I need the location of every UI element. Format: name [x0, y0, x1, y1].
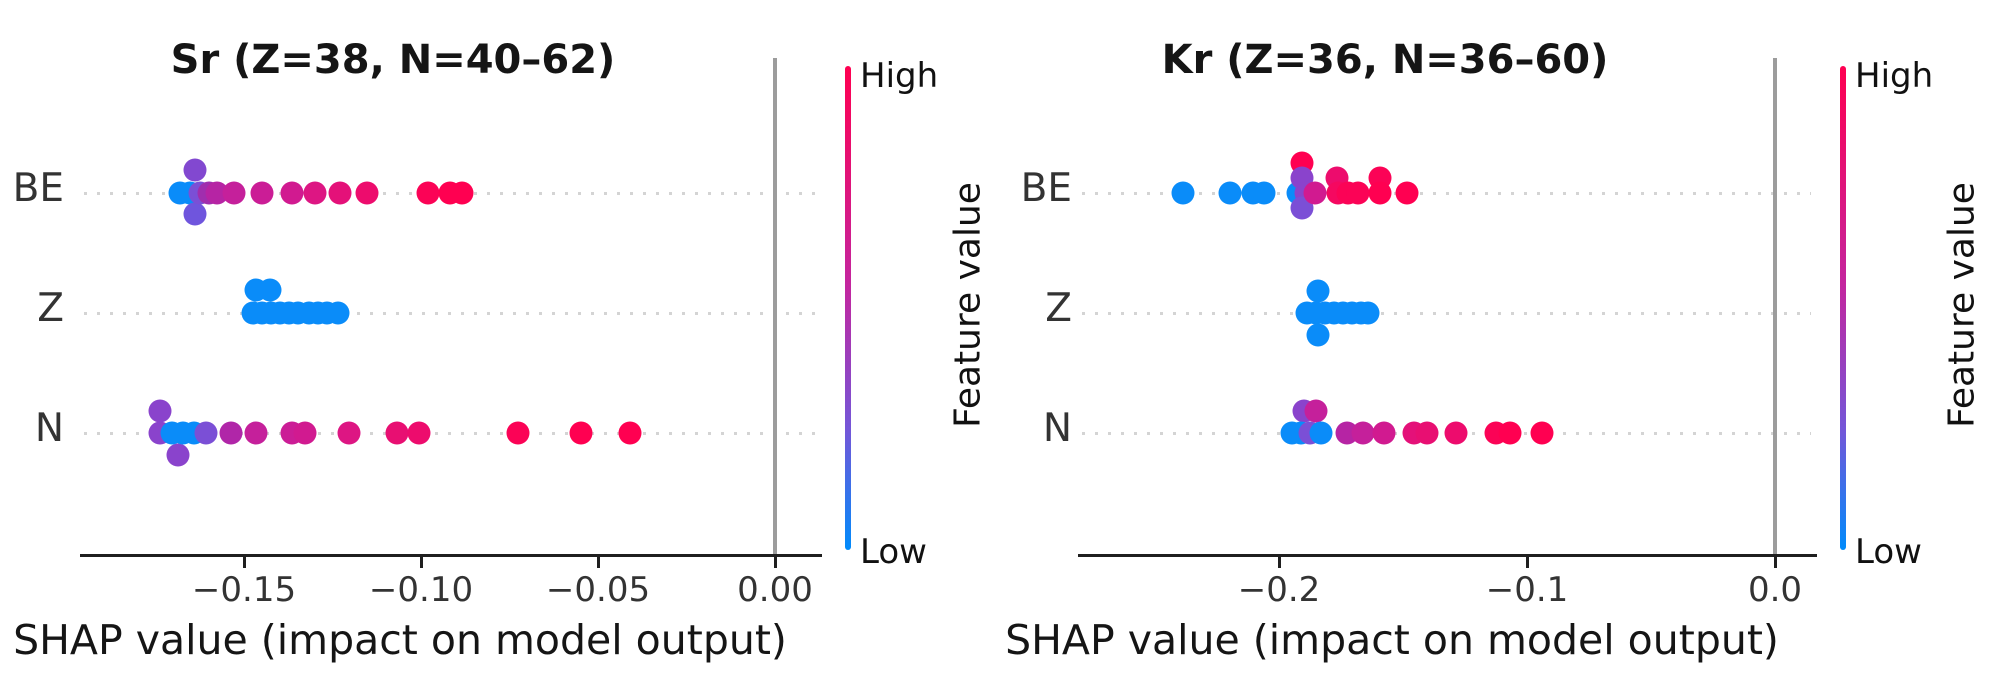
shap-dot	[194, 421, 218, 445]
shap-dot	[293, 421, 317, 445]
row-guide-line	[84, 312, 816, 315]
x-tick-label: −0.15	[191, 570, 297, 610]
shap-dot	[407, 421, 431, 445]
shap-dot	[450, 181, 474, 205]
colorbar-high-label: High	[1855, 56, 1934, 96]
feature-label-n: N	[34, 406, 64, 451]
shap-dot	[618, 421, 642, 445]
shap-dot	[1372, 421, 1396, 445]
shap-dot	[506, 421, 530, 445]
x-tick-label: 0.0	[1747, 570, 1803, 610]
x-axis-line	[80, 554, 822, 557]
shap-dot	[1368, 181, 1392, 205]
row-guide-line	[1082, 192, 1811, 195]
colorbar-gradient	[845, 66, 851, 550]
x-axis-line	[1078, 554, 1817, 557]
shap-dot	[258, 278, 282, 302]
shap-dot	[1395, 181, 1419, 205]
shap-dot	[1356, 301, 1380, 325]
shap-dot	[1306, 323, 1330, 347]
shap-dot	[337, 421, 361, 445]
colorbar-low-label: Low	[1855, 532, 1922, 572]
x-tick-mark	[1278, 557, 1281, 568]
shap-dot	[1346, 181, 1370, 205]
shap-dot	[166, 443, 190, 467]
shap-dot	[148, 399, 172, 423]
feature-label-z: Z	[37, 286, 64, 331]
shap-dot	[355, 181, 379, 205]
shap-dot	[244, 421, 268, 445]
x-tick-mark	[774, 557, 777, 568]
row-guide-line	[1082, 312, 1811, 315]
shap-dot	[1444, 421, 1468, 445]
shap-dot	[1306, 279, 1330, 303]
shap-dot	[222, 181, 246, 205]
colorbar-gradient	[1840, 66, 1846, 550]
x-tick-mark	[1774, 557, 1777, 568]
colorbar-high-label: High	[860, 56, 939, 96]
shap-dot	[416, 181, 440, 205]
x-tick-label: −0.1	[1485, 570, 1569, 610]
x-axis-label: SHAP value (impact on model output)	[1005, 616, 1779, 664]
zero-reference-line	[773, 58, 777, 554]
shap-dot	[1309, 421, 1333, 445]
shap-dot	[1351, 421, 1375, 445]
shap-dot	[1171, 181, 1195, 205]
x-tick-mark	[597, 557, 600, 568]
colorbar-axis-label: Feature value	[1941, 182, 1983, 428]
shap-dot	[326, 301, 350, 325]
x-tick-mark	[1526, 557, 1529, 568]
shap-dot	[183, 158, 207, 182]
colorbar-low-label: Low	[860, 532, 927, 572]
row-guide-line	[84, 432, 816, 435]
feature-label-z: Z	[1045, 286, 1072, 331]
x-tick-label: −0.10	[368, 570, 474, 610]
shap-dot	[1415, 421, 1439, 445]
shap-dot	[219, 421, 243, 445]
shap-dot	[250, 181, 274, 205]
shap-dot	[569, 421, 593, 445]
shap-dot	[1498, 421, 1522, 445]
x-tick-mark	[420, 557, 423, 568]
x-axis-label: SHAP value (impact on model output)	[13, 616, 787, 664]
x-tick-label: 0.00	[737, 570, 813, 610]
shap-dot	[385, 421, 409, 445]
shap-dot	[1530, 421, 1554, 445]
feature-label-n: N	[1042, 406, 1072, 451]
plot-title: Sr (Z=38, N=40–62)	[170, 37, 616, 84]
x-tick-label: −0.05	[545, 570, 651, 610]
shap-dot	[328, 181, 352, 205]
x-tick-mark	[243, 557, 246, 568]
shap-dot	[280, 181, 304, 205]
x-tick-label: −0.2	[1237, 570, 1321, 610]
plot-title: Kr (Z=36, N=36–60)	[1161, 37, 1609, 84]
shap-dot	[1252, 181, 1276, 205]
feature-label-be: BE	[12, 166, 64, 211]
shap-dot	[303, 181, 327, 205]
zero-reference-line	[1773, 58, 1777, 554]
feature-label-be: BE	[1020, 166, 1072, 211]
shap-dot	[1218, 181, 1242, 205]
shap-dot	[183, 202, 207, 226]
shap-dot	[1303, 181, 1327, 205]
shap-dot	[1304, 399, 1328, 423]
